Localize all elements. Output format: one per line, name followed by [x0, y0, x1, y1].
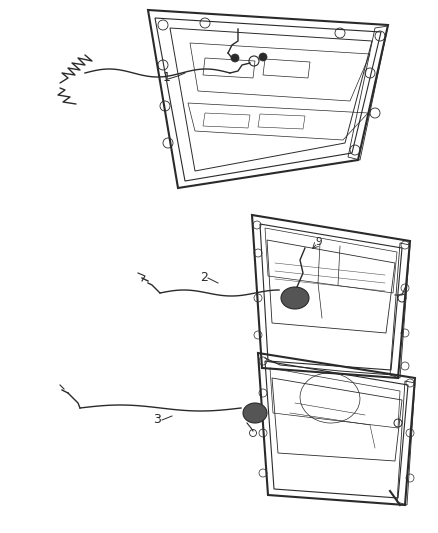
Ellipse shape — [281, 287, 309, 309]
Text: 2: 2 — [200, 271, 208, 284]
Circle shape — [231, 54, 239, 62]
Text: 3: 3 — [153, 413, 161, 426]
Text: 9: 9 — [315, 237, 321, 247]
Text: 1: 1 — [163, 71, 171, 84]
Ellipse shape — [243, 403, 267, 423]
Circle shape — [259, 53, 267, 61]
